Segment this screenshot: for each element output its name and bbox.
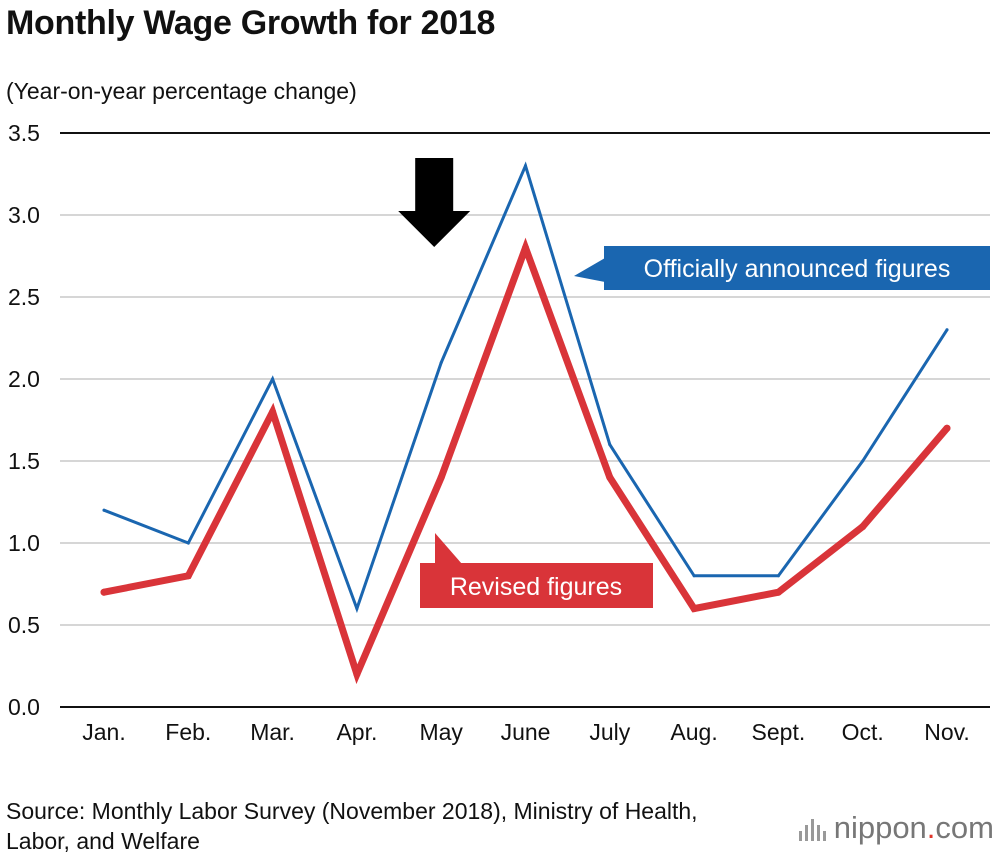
y-tick-label: 1.0 <box>8 530 40 556</box>
data-point <box>692 574 696 578</box>
brand-logo: nippon. com <box>798 810 994 846</box>
x-tick-label: Sept. <box>752 719 806 745</box>
data-point <box>608 443 612 447</box>
y-tick-label: 0.5 <box>8 612 40 638</box>
brand-bars-icon <box>798 815 826 841</box>
data-point <box>271 377 275 381</box>
series-lines <box>100 161 951 685</box>
y-tick-label: 2.5 <box>8 284 40 310</box>
data-point <box>945 328 949 332</box>
x-tick-label: Apr. <box>336 719 377 745</box>
revised-callout-pointer <box>435 533 462 564</box>
revised-series-label: Revised figures <box>450 573 622 601</box>
data-point <box>859 523 867 531</box>
x-tick-label: Jan. <box>82 719 125 745</box>
data-point <box>186 541 190 545</box>
line-chart: 0.0 0.5 1.0 1.5 2.0 2.5 3.0 3.5 Jan. Feb. Mar. Apr… <box>8 120 990 745</box>
y-tick-label: 3.0 <box>8 202 40 228</box>
data-point <box>100 588 108 596</box>
y-axis-ticks: 0.0 0.5 1.0 1.5 2.0 2.5 3.0 3.5 <box>8 120 40 720</box>
data-point <box>606 473 614 481</box>
y-tick-label: 3.5 <box>8 120 40 146</box>
y-tick-label: 1.5 <box>8 448 40 474</box>
data-point <box>522 244 529 252</box>
x-tick-label: Aug. <box>670 719 717 745</box>
x-tick-label: Nov. <box>924 719 970 745</box>
x-tick-label: June <box>501 719 551 745</box>
data-point <box>774 588 782 596</box>
official-series-line <box>102 161 949 614</box>
x-tick-label: July <box>589 719 630 745</box>
official-callout-pointer <box>574 258 605 282</box>
brand-dot: . <box>926 810 936 845</box>
arrow-down-shape <box>398 158 471 247</box>
series-callouts: Officially announced figures Revised figu… <box>420 246 990 608</box>
data-point <box>439 361 443 365</box>
source-note: Source: Monthly Labor Survey (November 2… <box>6 798 698 854</box>
data-point <box>690 605 698 613</box>
chart-subtitle: (Year-on-year percentage change) <box>6 78 357 104</box>
x-tick-label: Mar. <box>250 719 295 745</box>
brand-suffix: com <box>935 810 994 845</box>
gridlines <box>60 132 990 708</box>
data-point <box>353 670 361 678</box>
x-tick-label: Feb. <box>165 719 211 745</box>
data-point <box>269 408 277 416</box>
data-point <box>776 574 780 578</box>
chart-title: Monthly Wage Growth for 2018 <box>6 4 496 42</box>
x-axis-ticks: Jan. Feb. Mar. Apr. May June July Aug. Sept. Oct.… <box>82 719 970 745</box>
data-point <box>524 164 527 168</box>
brand-name: nippon <box>833 810 927 845</box>
data-point <box>861 459 865 463</box>
data-point <box>355 607 359 611</box>
data-point <box>184 572 192 580</box>
data-point <box>437 473 445 481</box>
x-tick-label: May <box>419 719 463 745</box>
data-point <box>943 424 951 432</box>
y-tick-label: 0.0 <box>8 694 40 720</box>
y-tick-label: 2.0 <box>8 366 40 392</box>
official-callout-box <box>604 246 990 290</box>
x-tick-label: Oct. <box>842 719 884 745</box>
arrow-down-icon <box>398 158 471 247</box>
revised-callout-box <box>420 563 653 608</box>
data-point <box>102 508 106 512</box>
official-series-label: Officially announced figures <box>644 255 951 283</box>
